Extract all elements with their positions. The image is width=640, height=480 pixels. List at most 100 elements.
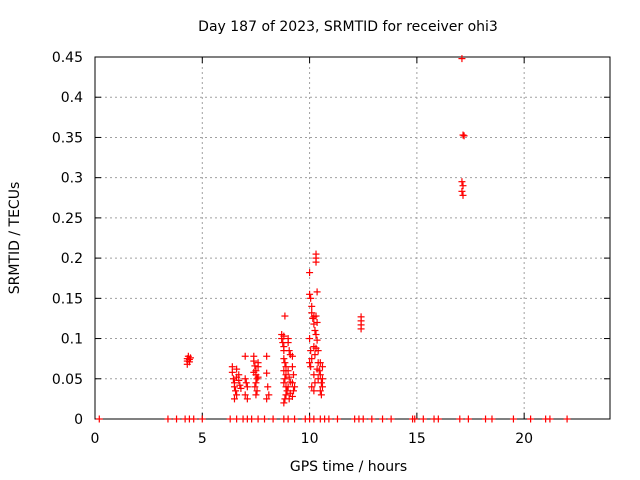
data-point (263, 395, 271, 403)
data-point (311, 379, 319, 387)
data-point (307, 363, 315, 371)
data-point (241, 352, 249, 360)
data-point (281, 375, 289, 383)
data-point (488, 415, 496, 423)
data-point (241, 375, 249, 383)
data-point (253, 375, 261, 383)
data-point (312, 250, 320, 258)
y-tick-label: 0.35 (52, 130, 83, 146)
data-point (357, 325, 365, 333)
data-point (411, 415, 419, 423)
data-point (198, 415, 206, 423)
data-point (316, 371, 324, 379)
data-point (434, 415, 442, 423)
data-point (254, 415, 262, 423)
x-tick-label: 15 (408, 431, 426, 447)
data-point (459, 191, 467, 199)
data-point (458, 187, 466, 195)
data-point (280, 355, 288, 363)
data-point (317, 379, 325, 387)
data-point (250, 368, 258, 376)
data-point (280, 332, 288, 340)
chart-title: Day 187 of 2023, SRMTID for receiver ohi… (198, 19, 498, 35)
data-point (318, 383, 326, 391)
x-tick-label: 5 (198, 431, 207, 447)
data-point (312, 331, 320, 339)
data-point (95, 415, 103, 423)
y-tick-label: 0 (74, 412, 83, 428)
data-point (233, 391, 241, 399)
data-point (333, 415, 341, 423)
data-point (280, 379, 288, 387)
data-point (546, 415, 554, 423)
y-tick-label: 0.45 (52, 50, 83, 66)
data-point (243, 383, 251, 391)
data-point (251, 362, 259, 370)
data-point (241, 391, 249, 399)
data-point (261, 415, 269, 423)
data-point (280, 399, 288, 407)
data-point (291, 383, 299, 391)
data-point (387, 415, 395, 423)
data-point (251, 383, 259, 391)
data-point (173, 415, 181, 423)
data-point (253, 387, 261, 395)
data-point (312, 258, 320, 266)
y-tick-label: 0.15 (52, 291, 83, 307)
axis-ticks: 0 0.05 0.1 0.15 0.2 0.25 0.3 0.35 0.4 0.45 0 5 10 15 2… (52, 50, 610, 447)
data-point (289, 387, 297, 395)
data-point (325, 415, 333, 423)
data-point (306, 290, 314, 298)
data-point (509, 415, 517, 423)
x-tick-label: 0 (91, 431, 100, 447)
data-point (458, 178, 466, 186)
data-point (288, 392, 296, 400)
y-axis-label: SRMTID / TECUs (7, 182, 23, 295)
data-point (288, 379, 296, 387)
x-axis-label: GPS time / hours (290, 459, 407, 475)
data-point (291, 415, 299, 423)
data-point (458, 55, 466, 63)
y-tick-label: 0.3 (61, 171, 83, 187)
data-point (186, 354, 194, 362)
data-point (368, 415, 376, 423)
data-point (310, 415, 318, 423)
data-point (314, 347, 322, 355)
data-point (164, 415, 172, 423)
data-point (230, 395, 238, 403)
data-point (308, 355, 316, 363)
data-point (281, 359, 289, 367)
data-point (264, 383, 272, 391)
data-point (359, 415, 367, 423)
data-point (254, 373, 262, 381)
data-point (289, 371, 297, 379)
data-point (288, 352, 296, 360)
data-point (311, 351, 319, 359)
data-point (310, 387, 318, 395)
y-tick-label: 0.05 (52, 372, 83, 388)
data-point (248, 415, 256, 423)
data-point (310, 320, 318, 328)
data-point (306, 269, 314, 277)
data-point (281, 312, 289, 320)
data-point (226, 415, 234, 423)
data-point (307, 294, 315, 302)
data-point (250, 357, 258, 365)
data-point (308, 309, 316, 317)
y-tick-label: 0.4 (61, 90, 83, 106)
data-point (464, 415, 472, 423)
data-point (312, 312, 320, 320)
y-tick-label: 0.2 (61, 251, 83, 267)
data-point (284, 339, 292, 347)
data-point (252, 391, 260, 399)
data-point (232, 387, 240, 395)
data-point (379, 415, 387, 423)
data-point (313, 336, 321, 344)
grid (95, 57, 610, 419)
data-point (265, 391, 273, 399)
data-point (311, 327, 319, 335)
data-point (284, 367, 292, 375)
data-point (306, 335, 314, 343)
data-point (284, 415, 292, 423)
data-point (254, 363, 262, 371)
